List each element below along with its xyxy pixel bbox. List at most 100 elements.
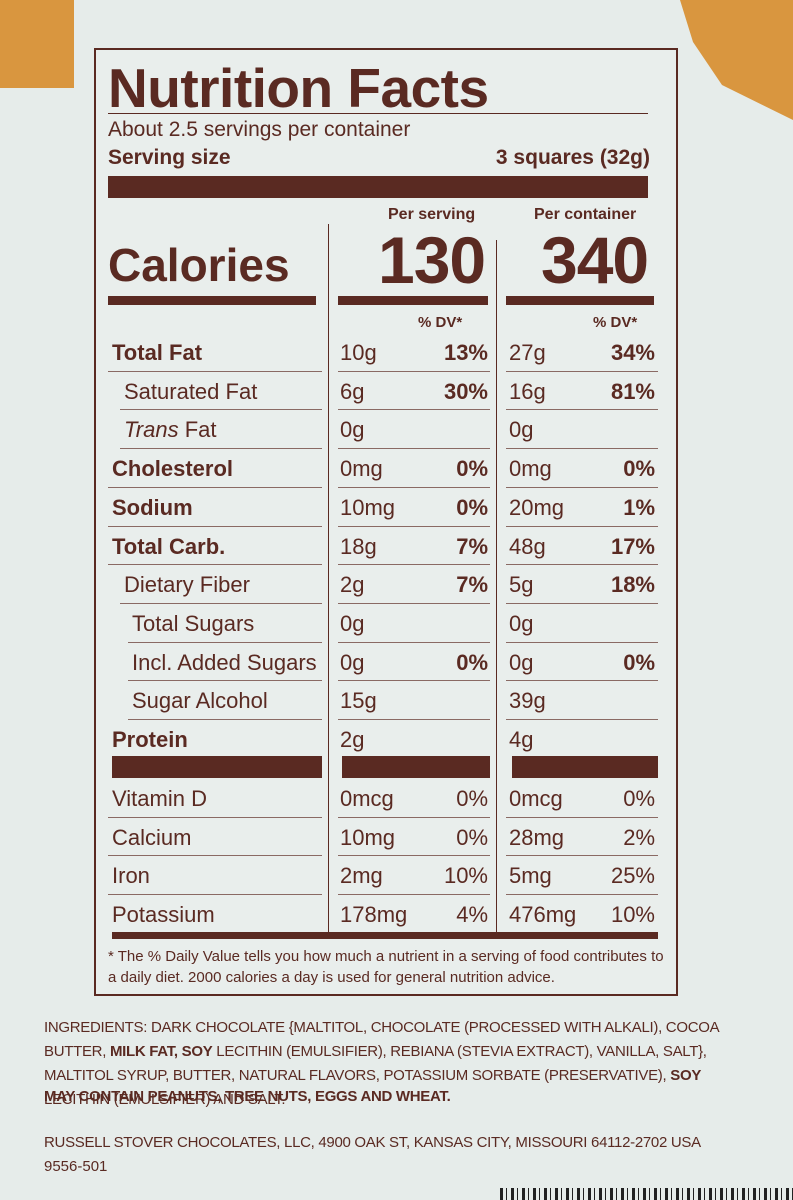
cell-cont-dv: 25% — [610, 863, 655, 889]
cell-serv-dv: 0% — [456, 786, 488, 811]
calories-rule-right — [506, 296, 654, 305]
ingredients-allergen-2: SOY — [670, 1067, 702, 1084]
title-rule — [108, 113, 648, 114]
cell-serv: 2g — [340, 572, 365, 598]
cell-cont-dv: 18% — [610, 572, 655, 598]
row-label: Calcium — [112, 825, 191, 851]
cell-cont-dv: 0% — [623, 456, 655, 482]
ingredients-part-1: INGREDIENTS: DARK CHOCOLATE {MALTITOL, C… — [44, 1019, 719, 1060]
row-label-text: Calcium — [112, 824, 192, 850]
row-divider — [338, 370, 490, 372]
calories-rule-mid — [338, 296, 488, 305]
row-divider — [506, 641, 658, 643]
calories-per-container: 340 — [541, 223, 649, 297]
product-code: 9556-501 — [44, 1158, 108, 1175]
calories-per-serving: 130 — [378, 223, 486, 297]
row-divider — [506, 894, 658, 896]
cell-cont-dv: 2% — [623, 824, 655, 850]
row-divider — [108, 816, 322, 818]
row-divider — [506, 564, 658, 566]
row-divider — [506, 816, 658, 818]
row-divider — [108, 370, 322, 372]
row-divider — [338, 409, 490, 411]
row-label: Total Sugars — [132, 611, 254, 637]
row-divider — [120, 448, 322, 450]
ingredients-part-2: LECITHIN (EMULSIFIER), REBIANA (STEVIA E… — [44, 1043, 707, 1084]
cell-serv: 0g — [340, 417, 365, 443]
cell-cont: 5mg — [509, 863, 552, 889]
row-label-text: Cholesterol — [112, 456, 234, 482]
cell-serv: 2mg — [340, 863, 383, 889]
allergen-warning: MAY CONTAIN PEANUTS, TREE NUTS, EGGS AND… — [44, 1088, 451, 1105]
cell-cont: 0g — [509, 417, 534, 443]
row-label: Total Carb. — [112, 534, 225, 560]
cell-cont: 48g — [509, 533, 546, 559]
row-label-text: Iron — [112, 863, 150, 889]
daily-value-footnote: * The % Daily Value tells you how much a… — [108, 948, 664, 986]
row-divider — [506, 680, 658, 682]
row-label-text: Total Fat — [112, 340, 203, 365]
serving-size-label: Serving size — [108, 146, 231, 169]
cell-cont: 4g — [509, 727, 534, 752]
cell-serv: 2g — [340, 727, 365, 752]
row-divider — [108, 564, 322, 566]
row-label: Total Fat — [112, 340, 202, 366]
row-divider — [120, 602, 322, 604]
cell-cont: 0mcg — [509, 786, 563, 811]
cell-cont: 39g — [509, 688, 546, 714]
cell-serv-dv: 0% — [456, 824, 488, 850]
cell-serv: 0mcg — [340, 786, 394, 811]
row-label: Vitamin D — [112, 786, 207, 812]
row-label: Sugar Alcohol — [132, 688, 268, 714]
nutrition-facts-panel — [94, 48, 678, 996]
row-divider — [506, 448, 658, 450]
ingredients-allergen-1: MILK FAT, SOY — [109, 1043, 213, 1060]
cell-serv: 0g — [340, 649, 365, 675]
per-serving-header: Per serving — [388, 206, 476, 223]
cell-serv-dv: 7% — [456, 572, 488, 598]
cell-cont-dv: 81% — [610, 378, 655, 404]
row-divider — [338, 564, 490, 566]
cell-cont-dv: 34% — [610, 340, 655, 365]
row-divider — [338, 855, 490, 857]
vitamin-divider-right — [512, 756, 658, 778]
row-divider — [108, 486, 322, 488]
cell-serv: 0g — [340, 610, 365, 636]
row-divider — [338, 719, 490, 720]
row-label: Trans Fat — [124, 417, 217, 443]
row-label: Dietary Fiber — [124, 572, 250, 598]
row-divider — [338, 641, 490, 643]
cell-serv-dv: 0% — [456, 649, 488, 675]
row-divider — [120, 409, 322, 411]
cell-serv: 10mg — [340, 494, 396, 520]
vitamin-divider-left — [112, 756, 322, 778]
row-label-text: Protein — [112, 727, 188, 752]
calories-label: Calories — [108, 239, 290, 291]
ingredients-text: INGREDIENTS: DARK CHOCOLATE {MALTITOL, C… — [44, 1016, 764, 1112]
row-label: Potassium — [112, 902, 215, 928]
row-label-text: Sodium — [112, 494, 193, 520]
row-label-text: Saturated Fat — [124, 378, 258, 404]
row-label-text: Potassium — [112, 902, 215, 928]
footnote-rule — [112, 932, 658, 939]
cell-serv: 10g — [340, 340, 377, 365]
cell-cont: 476mg — [509, 902, 577, 928]
cell-cont-dv: 0% — [623, 786, 655, 811]
row-divider — [338, 894, 490, 896]
dv-header-serving: % DV* — [418, 314, 463, 331]
row-divider — [506, 602, 658, 604]
cell-serv-dv: 7% — [456, 533, 488, 559]
cell-cont: 0mg — [509, 456, 552, 482]
row-label-italic: Trans — [124, 417, 179, 443]
row-divider — [108, 894, 322, 896]
row-divider — [338, 680, 490, 682]
cell-serv: 18g — [340, 533, 377, 559]
row-divider — [338, 486, 490, 488]
per-container-header: Per container — [534, 206, 637, 223]
servings-per-container: About 2.5 servings per container — [108, 118, 411, 141]
row-label-text: Sugar Alcohol — [132, 688, 268, 714]
cell-cont: 5g — [509, 572, 534, 598]
panel-title: Nutrition Facts — [108, 57, 489, 119]
row-divider — [506, 409, 658, 411]
cell-cont-dv: 17% — [610, 533, 655, 559]
